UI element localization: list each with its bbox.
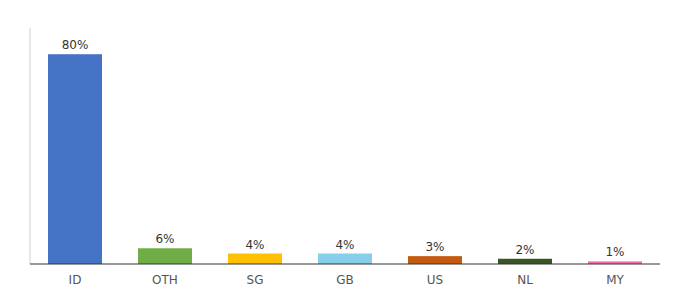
x-tick-label: MY [606, 273, 624, 287]
x-tick-label: US [427, 273, 443, 287]
y-axis-line [30, 28, 31, 264]
x-tick-label: GB [336, 273, 354, 287]
x-tick-label: ID [69, 273, 82, 287]
data-label: 4% [245, 238, 264, 252]
chart-svg: 80% 6% 4% 4% 3% 2% 1% ID OTH SG GB US NL MY [0, 0, 680, 300]
bar [228, 254, 282, 264]
data-label: 6% [155, 232, 174, 246]
data-label: 80% [62, 38, 89, 52]
data-label: 2% [515, 243, 534, 257]
x-tick-labels: ID OTH SG GB US NL MY [69, 273, 625, 287]
page: {"chart_data": {"type": "bar", "categori… [0, 0, 680, 300]
bar [48, 54, 102, 264]
x-tick-label: SG [247, 273, 264, 287]
chart-container: 80% 6% 4% 4% 3% 2% 1% ID OTH SG GB US NL MY [0, 0, 680, 300]
bar [318, 254, 372, 264]
bars [48, 54, 642, 264]
bar [498, 259, 552, 264]
bar [138, 248, 192, 264]
data-label: 4% [335, 238, 354, 252]
x-tick-label: NL [517, 273, 533, 287]
data-labels: 80% 6% 4% 4% 3% 2% 1% [62, 38, 625, 259]
x-tick-label: OTH [152, 273, 178, 287]
bar [408, 256, 462, 264]
data-label: 1% [605, 245, 624, 259]
data-label: 3% [425, 240, 444, 254]
x-axis-line [30, 264, 660, 265]
